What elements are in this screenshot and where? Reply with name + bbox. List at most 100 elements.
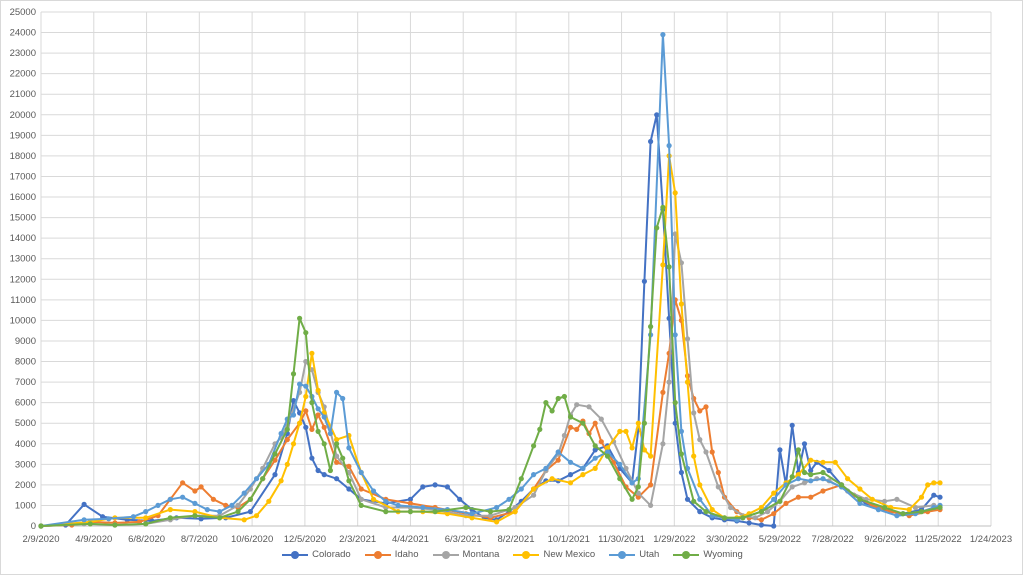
data-point: [801, 469, 808, 476]
data-point: [758, 509, 765, 515]
y-tick-label: 12000: [10, 274, 36, 285]
x-tick-label: 10/6/2020: [231, 534, 273, 545]
data-point: [931, 480, 937, 486]
data-point: [789, 422, 795, 428]
legend-label: Colorado: [312, 549, 351, 560]
data-point: [918, 494, 925, 500]
data-point: [567, 480, 574, 486]
data-point: [537, 426, 543, 432]
data-point: [315, 406, 321, 412]
data-point: [235, 509, 241, 515]
data-point: [660, 204, 666, 210]
data-point: [555, 457, 561, 463]
legend-label: Utah: [639, 549, 660, 560]
data-point: [370, 496, 377, 502]
data-point: [721, 515, 728, 521]
data-point: [204, 507, 210, 513]
data-point: [691, 410, 697, 416]
data-point: [321, 441, 327, 447]
data-point: [561, 393, 568, 400]
data-point: [512, 509, 518, 515]
data-point: [340, 395, 346, 402]
legend-label: Wyoming: [703, 549, 743, 560]
data-point: [278, 430, 284, 437]
y-tick-label: 24000: [10, 28, 36, 39]
data-point: [303, 358, 309, 365]
data-point: [290, 398, 297, 404]
data-point: [543, 465, 549, 471]
data-point: [518, 476, 524, 482]
data-point: [709, 507, 715, 513]
data-point: [845, 476, 851, 482]
line-chart: 0 1000 2000 3000 4000 5000 6000 7000 8000 9000 100…: [10, 7, 1013, 545]
data-point: [641, 420, 648, 426]
data-point: [789, 474, 795, 480]
data-point: [487, 509, 494, 515]
data-point: [327, 430, 333, 437]
data-point: [697, 408, 703, 414]
x-tick-label: 7/28/2022: [812, 534, 854, 545]
data-point: [235, 502, 241, 508]
data-point: [143, 521, 149, 527]
data-point: [112, 522, 118, 528]
data-point: [684, 336, 691, 342]
data-point: [432, 482, 438, 488]
data-point: [487, 513, 494, 519]
data-point: [334, 437, 340, 443]
data-point: [635, 490, 641, 496]
data-point: [795, 472, 802, 478]
data-point: [771, 511, 777, 517]
data-point: [937, 504, 943, 511]
data-point: [303, 424, 309, 430]
data-point: [666, 264, 672, 270]
legend-item: Wyoming: [673, 549, 743, 560]
data-point: [192, 509, 198, 515]
y-tick-label: 22000: [10, 69, 36, 80]
data-point: [309, 400, 315, 406]
data-point: [253, 513, 260, 519]
data-point: [567, 414, 574, 420]
data-point: [869, 496, 875, 502]
data-point: [192, 500, 198, 506]
data-point: [272, 472, 278, 478]
data-point: [629, 445, 635, 451]
data-point: [697, 437, 703, 443]
data-point: [321, 414, 327, 420]
data-point: [340, 455, 346, 461]
data-point: [395, 502, 401, 508]
data-point: [697, 496, 703, 502]
data-point: [808, 467, 814, 474]
data-point: [678, 469, 685, 476]
data-point: [857, 500, 863, 506]
data-point: [592, 455, 598, 461]
data-point: [334, 453, 340, 459]
data-point: [420, 504, 426, 511]
data-point: [820, 488, 826, 494]
y-tick-label: 16000: [10, 192, 36, 203]
data-point: [549, 476, 555, 482]
data-point: [660, 31, 666, 38]
data-point: [87, 521, 93, 527]
data-point: [346, 486, 352, 492]
y-tick-label: 7000: [15, 377, 36, 388]
y-tick-label: 5000: [15, 418, 36, 429]
data-point: [346, 445, 352, 451]
data-point: [444, 511, 450, 517]
data-point: [198, 516, 204, 522]
data-point: [315, 412, 321, 418]
data-point: [820, 459, 826, 465]
legend-label: Montana: [462, 549, 500, 560]
data-point: [223, 502, 229, 508]
data-point: [463, 504, 469, 511]
data-point: [167, 496, 173, 502]
legend: Colorado Idaho Montana New Mexico Utah Wyomin…: [1, 549, 1023, 560]
data-point: [284, 461, 290, 467]
data-point: [494, 519, 500, 525]
data-point: [247, 509, 253, 515]
data-point: [432, 509, 438, 515]
data-point: [407, 509, 413, 515]
data-point: [771, 496, 777, 502]
y-tick-label: 14000: [10, 233, 36, 244]
data-point: [155, 502, 161, 508]
data-point: [820, 476, 826, 482]
